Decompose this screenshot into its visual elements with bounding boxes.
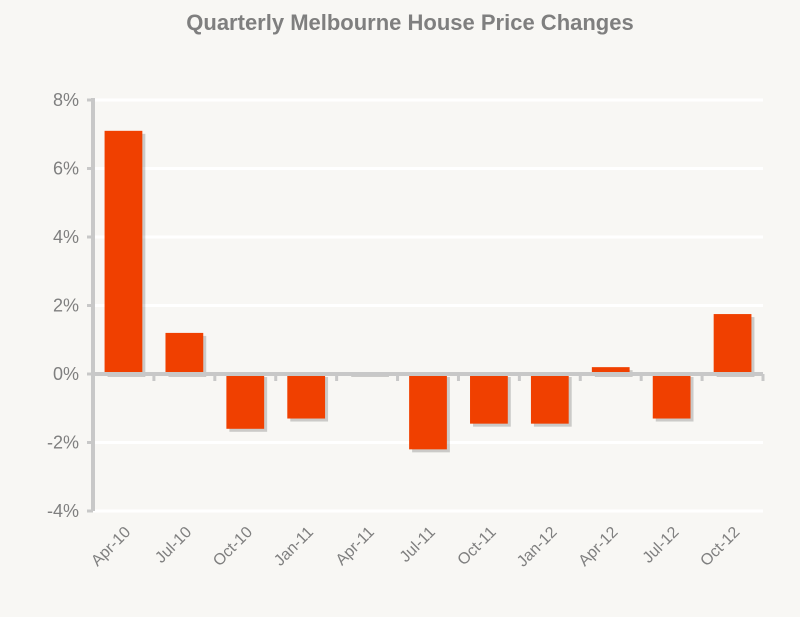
- bar: [713, 314, 752, 374]
- x-tick-label: Jul-10: [152, 524, 195, 567]
- bar: [591, 367, 630, 374]
- x-tick-label: Jul-12: [640, 524, 683, 567]
- bar: [104, 130, 143, 374]
- x-tick-label: Apr-12: [576, 524, 622, 570]
- x-tick-label: Apr-10: [88, 524, 134, 570]
- chart-title: Quarterly Melbourne House Price Changes: [186, 10, 634, 35]
- x-tick-label: Oct-11: [455, 524, 500, 569]
- y-tick-label: 6%: [53, 159, 79, 179]
- y-tick-label: 2%: [53, 296, 79, 316]
- bar: [165, 332, 204, 374]
- bar: [287, 374, 326, 419]
- x-tick-label: Jul-11: [397, 524, 439, 566]
- y-tick-label: 8%: [53, 90, 79, 110]
- bar: [409, 374, 447, 450]
- y-tick-label: 4%: [53, 227, 79, 247]
- y-tick-label: 0%: [53, 364, 79, 384]
- bar-shadow: [351, 375, 389, 377]
- x-tick-label: Jan-11: [271, 524, 317, 570]
- x-tick-label: Oct-10: [210, 524, 256, 570]
- x-tick-label: Apr-11: [333, 524, 378, 569]
- y-tick-label: -2%: [47, 433, 79, 453]
- bar: [652, 374, 691, 419]
- y-tick-label: -4%: [47, 501, 79, 521]
- bar: [530, 374, 569, 424]
- x-tick-label: Jan-12: [514, 524, 561, 571]
- x-tick-label: Oct-12: [697, 524, 743, 570]
- bar: [226, 374, 265, 429]
- bar: [470, 374, 508, 424]
